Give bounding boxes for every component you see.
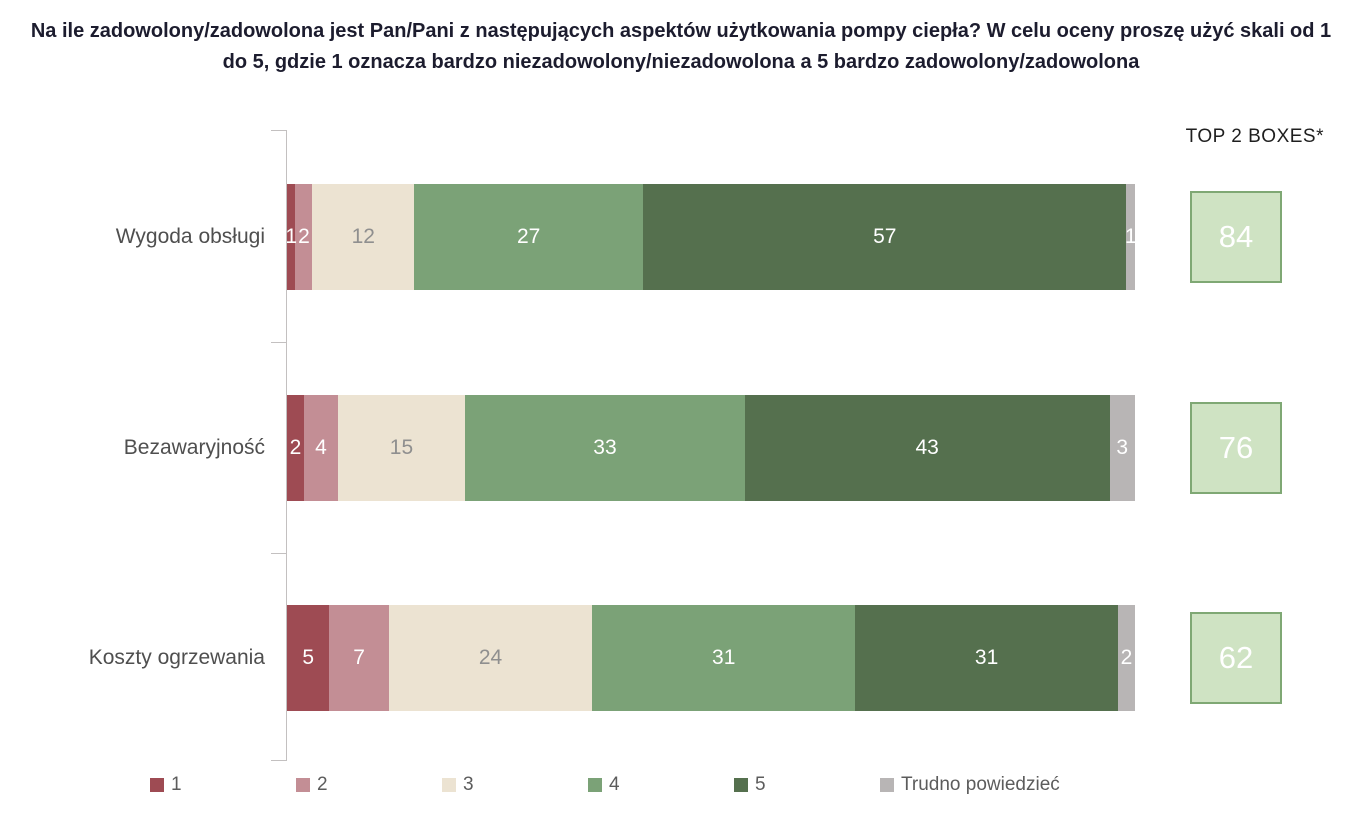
segment-value: 2 xyxy=(1120,646,1133,669)
stacked-bar: 2 4 15 33 43 3 xyxy=(287,395,1135,501)
segment-value: 1 xyxy=(285,225,298,248)
axis-tick xyxy=(271,342,286,343)
segment-value: 57 xyxy=(873,225,897,248)
legend-item: 2 xyxy=(296,774,328,796)
axis-tick xyxy=(271,553,286,554)
bar-segment-3: 24 xyxy=(388,605,593,711)
axis-tick xyxy=(271,760,286,761)
y-axis-line xyxy=(286,130,287,761)
bar-segment-4: 31 xyxy=(592,605,856,711)
bar-segment-2: 4 xyxy=(303,395,338,501)
top2-box: 84 xyxy=(1190,191,1282,283)
segment-value: 3 xyxy=(1116,436,1129,459)
legend-swatch xyxy=(296,778,310,792)
bar-segment-trudno-powiedzieć: 1 xyxy=(1124,184,1137,290)
legend-swatch xyxy=(150,778,164,792)
axis-tick xyxy=(271,130,286,131)
legend-swatch xyxy=(442,778,456,792)
segment-value: 15 xyxy=(389,436,414,459)
bar-segment-1: 1 xyxy=(285,184,298,290)
segment-value: 7 xyxy=(353,646,365,669)
segment-value: 31 xyxy=(712,646,736,669)
legend-label: 2 xyxy=(317,774,328,795)
legend: 1 2 3 4 5 Trudno powiedzieć xyxy=(0,774,1362,804)
stacked-bar: 5 7 24 31 31 2 xyxy=(287,605,1135,711)
legend-swatch xyxy=(734,778,748,792)
bar-segment-5: 43 xyxy=(744,395,1110,501)
legend-item: 4 xyxy=(588,774,620,796)
bar-segment-3: 15 xyxy=(337,395,466,501)
bar-segment-trudno-powiedzieć: 3 xyxy=(1109,395,1135,501)
legend-item: Trudno powiedzieć xyxy=(880,774,1060,796)
segment-value: 2 xyxy=(289,436,302,459)
chart-title: Na ile zadowolony/zadowolona jest Pan/Pa… xyxy=(30,20,1332,73)
segment-value: 1 xyxy=(1124,225,1137,248)
segment-value: 2 xyxy=(298,225,310,248)
bar-segment-2: 2 xyxy=(295,184,313,290)
legend-item: 3 xyxy=(442,774,474,796)
stacked-bar: 1 2 12 27 57 1 xyxy=(285,184,1137,290)
segment-value: 24 xyxy=(478,646,503,669)
top2-box: 76 xyxy=(1190,402,1282,494)
segment-value: 4 xyxy=(315,436,327,459)
legend-item: 1 xyxy=(150,774,182,796)
legend-swatch xyxy=(880,778,894,792)
top2-boxes-header: TOP 2 BOXES* xyxy=(1185,126,1324,147)
category-label: Wygoda obsługi xyxy=(115,225,265,248)
legend-swatch xyxy=(588,778,602,792)
segment-value: 27 xyxy=(516,225,541,248)
bar-segment-4: 27 xyxy=(414,184,644,290)
segment-value: 31 xyxy=(974,646,999,669)
legend-label: 5 xyxy=(755,774,766,795)
top2-box: 62 xyxy=(1190,612,1282,704)
bar-segment-5: 57 xyxy=(643,184,1127,290)
bar-segment-1: 2 xyxy=(287,395,304,501)
segment-value: 5 xyxy=(302,646,315,669)
bar-segment-trudno-powiedzieć: 2 xyxy=(1118,605,1135,711)
legend-label: 4 xyxy=(609,774,620,795)
bar-segment-4: 33 xyxy=(465,395,745,501)
segment-value: 12 xyxy=(351,225,375,248)
bar-segment-1: 5 xyxy=(287,605,330,711)
category-label: Koszty ogrzewania xyxy=(88,646,265,669)
legend-item: 5 xyxy=(734,774,766,796)
legend-label: Trudno powiedzieć xyxy=(901,774,1060,795)
bar-segment-5: 31 xyxy=(855,605,1119,711)
legend-label: 3 xyxy=(463,774,474,795)
bar-segment-2: 7 xyxy=(329,605,389,711)
segment-value: 43 xyxy=(915,436,939,459)
segment-value: 33 xyxy=(593,436,617,459)
category-label: Bezawaryjność xyxy=(123,436,265,459)
legend-label: 1 xyxy=(171,774,182,795)
bar-segment-3: 12 xyxy=(312,184,415,290)
